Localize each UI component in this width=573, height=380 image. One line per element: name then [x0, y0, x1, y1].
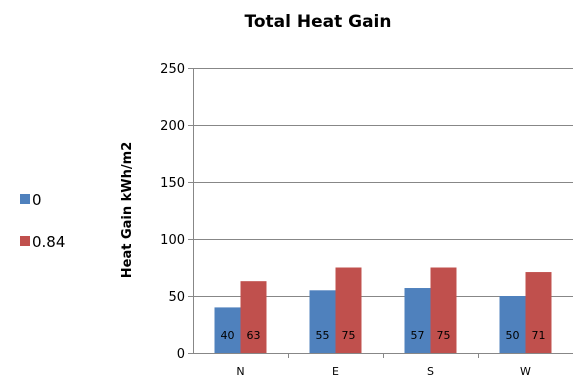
labels-layer: 40 63 55 75 57 75 50 71 [221, 329, 546, 342]
x-tick-label: E [332, 365, 339, 378]
y-tick-label: 100 [160, 233, 185, 248]
bar [404, 288, 431, 353]
axis-layer: 0 50 100 150 200 250 N E S W [160, 62, 573, 378]
legend-swatch [20, 194, 30, 204]
data-label: 40 [221, 329, 235, 342]
y-tick-label: 200 [160, 119, 185, 134]
data-label: 63 [247, 329, 261, 342]
bar [309, 290, 336, 353]
y-tick-label: 50 [168, 290, 185, 305]
y-tick-label: 150 [160, 176, 185, 191]
chart-title: Total Heat Gain [245, 12, 392, 32]
bar [430, 267, 457, 353]
bar [335, 267, 362, 353]
data-label: 55 [316, 329, 330, 342]
legend-label: 0 [32, 191, 42, 209]
data-label: 57 [411, 329, 425, 342]
x-tick-label: W [520, 365, 531, 378]
data-label: 75 [342, 329, 356, 342]
data-label: 50 [506, 329, 520, 342]
legend: 00.84 [20, 191, 65, 251]
bar [525, 272, 552, 353]
bars-layer [214, 267, 552, 353]
bar [214, 307, 241, 353]
y-tick-label: 0 [177, 347, 185, 362]
x-tick-label: S [427, 365, 434, 378]
data-label: 75 [437, 329, 451, 342]
data-label: 71 [532, 329, 546, 342]
legend-swatch [20, 236, 30, 246]
grid-layer [193, 68, 573, 297]
bar [499, 296, 526, 353]
legend-label: 0.84 [32, 233, 65, 251]
y-axis-label: Heat Gain kWh/m2 [120, 142, 135, 278]
x-tick-label: N [236, 365, 244, 378]
bar [240, 281, 267, 353]
y-tick-label: 250 [160, 62, 185, 77]
